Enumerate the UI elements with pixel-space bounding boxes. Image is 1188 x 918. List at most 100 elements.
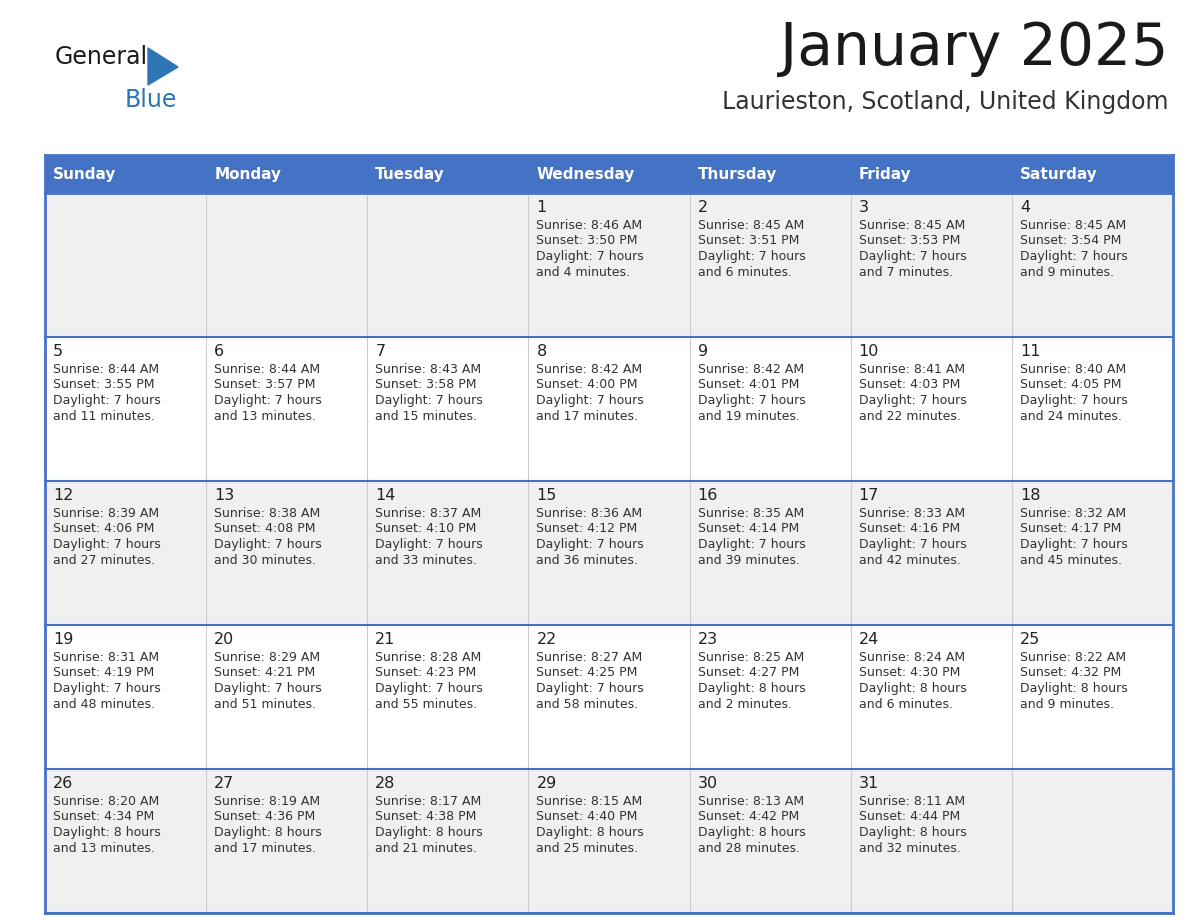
Bar <box>207 481 367 625</box>
Text: Sunrise: 8:38 AM: Sunrise: 8:38 AM <box>214 507 321 520</box>
Bar <box>207 155 367 193</box>
Bar <box>1012 193 1173 337</box>
Text: Daylight: 7 hours: Daylight: 7 hours <box>214 394 322 407</box>
Text: Sunrise: 8:33 AM: Sunrise: 8:33 AM <box>859 507 965 520</box>
Text: 21: 21 <box>375 632 396 647</box>
Bar <box>689 155 851 193</box>
Text: 7: 7 <box>375 344 385 359</box>
Text: Sunset: 4:30 PM: Sunset: 4:30 PM <box>859 666 960 679</box>
Text: Daylight: 7 hours: Daylight: 7 hours <box>214 682 322 695</box>
Bar <box>207 193 367 337</box>
Text: Daylight: 8 hours: Daylight: 8 hours <box>859 826 967 839</box>
Bar <box>851 193 1012 337</box>
Text: Sunrise: 8:24 AM: Sunrise: 8:24 AM <box>859 651 965 664</box>
Text: Sunrise: 8:36 AM: Sunrise: 8:36 AM <box>537 507 643 520</box>
Text: and 25 minutes.: and 25 minutes. <box>537 842 638 855</box>
Bar <box>207 337 367 481</box>
Text: 11: 11 <box>1019 344 1041 359</box>
Text: Sunset: 4:19 PM: Sunset: 4:19 PM <box>53 666 154 679</box>
Bar <box>689 769 851 913</box>
Text: and 55 minutes.: and 55 minutes. <box>375 698 478 711</box>
Text: Sunrise: 8:11 AM: Sunrise: 8:11 AM <box>859 795 965 808</box>
Bar <box>851 155 1012 193</box>
Text: 13: 13 <box>214 488 234 503</box>
Text: 12: 12 <box>53 488 74 503</box>
Text: Sunset: 4:34 PM: Sunset: 4:34 PM <box>53 811 154 823</box>
Text: Sunrise: 8:42 AM: Sunrise: 8:42 AM <box>537 363 643 376</box>
Text: Sunrise: 8:32 AM: Sunrise: 8:32 AM <box>1019 507 1126 520</box>
Text: Daylight: 8 hours: Daylight: 8 hours <box>697 826 805 839</box>
Text: Sunset: 3:53 PM: Sunset: 3:53 PM <box>859 234 960 248</box>
Text: Tuesday: Tuesday <box>375 166 446 182</box>
Text: Daylight: 7 hours: Daylight: 7 hours <box>375 394 484 407</box>
Text: Sunrise: 8:20 AM: Sunrise: 8:20 AM <box>53 795 159 808</box>
Text: Daylight: 7 hours: Daylight: 7 hours <box>1019 250 1127 263</box>
Text: Sunset: 4:25 PM: Sunset: 4:25 PM <box>537 666 638 679</box>
Text: Daylight: 7 hours: Daylight: 7 hours <box>1019 538 1127 551</box>
Bar <box>1012 625 1173 769</box>
Text: and 6 minutes.: and 6 minutes. <box>859 698 953 711</box>
Text: Sunrise: 8:46 AM: Sunrise: 8:46 AM <box>537 219 643 232</box>
Text: 16: 16 <box>697 488 718 503</box>
Text: Laurieston, Scotland, United Kingdom: Laurieston, Scotland, United Kingdom <box>721 90 1168 114</box>
Bar <box>529 337 689 481</box>
Text: Sunrise: 8:25 AM: Sunrise: 8:25 AM <box>697 651 804 664</box>
Text: and 6 minutes.: and 6 minutes. <box>697 265 791 278</box>
Bar <box>851 625 1012 769</box>
Text: Sunset: 4:21 PM: Sunset: 4:21 PM <box>214 666 315 679</box>
Text: and 39 minutes.: and 39 minutes. <box>697 554 800 566</box>
Bar <box>367 193 529 337</box>
Text: Sunset: 4:03 PM: Sunset: 4:03 PM <box>859 378 960 391</box>
Text: and 9 minutes.: and 9 minutes. <box>1019 698 1114 711</box>
Bar <box>367 769 529 913</box>
Polygon shape <box>148 48 178 85</box>
Bar <box>45 769 207 913</box>
Text: Sunrise: 8:45 AM: Sunrise: 8:45 AM <box>1019 219 1126 232</box>
Text: and 9 minutes.: and 9 minutes. <box>1019 265 1114 278</box>
Text: 28: 28 <box>375 776 396 791</box>
Bar <box>689 193 851 337</box>
Text: Sunrise: 8:44 AM: Sunrise: 8:44 AM <box>214 363 321 376</box>
Text: 19: 19 <box>53 632 74 647</box>
Text: Sunset: 4:10 PM: Sunset: 4:10 PM <box>375 522 476 535</box>
Text: Sunset: 4:05 PM: Sunset: 4:05 PM <box>1019 378 1121 391</box>
Text: Sunrise: 8:29 AM: Sunrise: 8:29 AM <box>214 651 321 664</box>
Text: Daylight: 7 hours: Daylight: 7 hours <box>53 682 160 695</box>
Text: Blue: Blue <box>125 88 177 112</box>
Text: Sunset: 4:08 PM: Sunset: 4:08 PM <box>214 522 316 535</box>
Text: 27: 27 <box>214 776 234 791</box>
Text: 4: 4 <box>1019 200 1030 215</box>
Text: Daylight: 7 hours: Daylight: 7 hours <box>537 250 644 263</box>
Text: 30: 30 <box>697 776 718 791</box>
Text: Sunset: 4:16 PM: Sunset: 4:16 PM <box>859 522 960 535</box>
Text: Daylight: 8 hours: Daylight: 8 hours <box>375 826 484 839</box>
Text: 17: 17 <box>859 488 879 503</box>
Bar <box>207 769 367 913</box>
Bar <box>529 155 689 193</box>
Bar <box>689 625 851 769</box>
Text: Sunset: 3:54 PM: Sunset: 3:54 PM <box>1019 234 1121 248</box>
Text: 10: 10 <box>859 344 879 359</box>
Text: and 19 minutes.: and 19 minutes. <box>697 409 800 422</box>
Text: and 30 minutes.: and 30 minutes. <box>214 554 316 566</box>
Text: Daylight: 8 hours: Daylight: 8 hours <box>1019 682 1127 695</box>
Text: Daylight: 7 hours: Daylight: 7 hours <box>697 538 805 551</box>
Text: and 7 minutes.: and 7 minutes. <box>859 265 953 278</box>
Text: Sunset: 4:23 PM: Sunset: 4:23 PM <box>375 666 476 679</box>
Text: Sunrise: 8:13 AM: Sunrise: 8:13 AM <box>697 795 804 808</box>
Text: Daylight: 7 hours: Daylight: 7 hours <box>537 394 644 407</box>
Text: Saturday: Saturday <box>1019 166 1098 182</box>
Text: Sunset: 4:06 PM: Sunset: 4:06 PM <box>53 522 154 535</box>
Bar <box>45 337 207 481</box>
Text: Daylight: 7 hours: Daylight: 7 hours <box>697 250 805 263</box>
Text: 1: 1 <box>537 200 546 215</box>
Bar <box>689 337 851 481</box>
Text: Sunset: 4:36 PM: Sunset: 4:36 PM <box>214 811 315 823</box>
Bar <box>367 155 529 193</box>
Text: Sunset: 3:58 PM: Sunset: 3:58 PM <box>375 378 476 391</box>
Text: Sunrise: 8:43 AM: Sunrise: 8:43 AM <box>375 363 481 376</box>
Text: General: General <box>55 45 148 69</box>
Text: Sunrise: 8:35 AM: Sunrise: 8:35 AM <box>697 507 804 520</box>
Text: and 33 minutes.: and 33 minutes. <box>375 554 478 566</box>
Bar <box>367 337 529 481</box>
